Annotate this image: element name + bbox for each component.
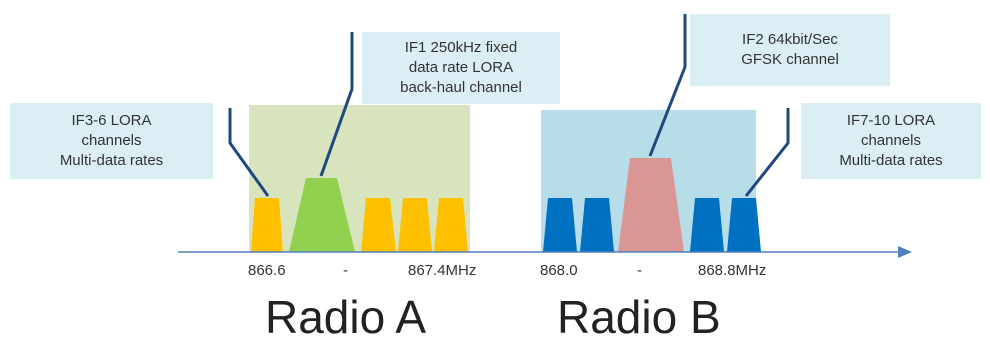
leader-line-if3-6: [228, 108, 270, 197]
freq-label-b-dash: -: [637, 262, 642, 279]
callout-if3-6: IF3-6 LORA channels Multi-data rates: [10, 103, 213, 179]
frequency-axis-arrowhead: [898, 246, 912, 258]
leader-line-if2: [648, 14, 687, 157]
lora-channel-if5: [398, 198, 432, 252]
lora-channel-if9: [690, 198, 724, 252]
freq-label-b-end: 868.8MHz: [698, 262, 767, 279]
lora-channel-if8: [580, 198, 614, 252]
lora-channel-if6: [434, 198, 468, 252]
lora-channel-if3: [251, 198, 283, 252]
callout-if7-10-line2: channels: [860, 132, 922, 149]
callout-if7-10: IF7-10 LORA channels Multi-data rates: [801, 103, 981, 179]
leader-line-if1: [319, 32, 354, 177]
freq-label-a-end: 867.4MHz: [408, 262, 477, 279]
callout-if1-line2: data rate LORA: [408, 59, 514, 76]
callout-if3-6-line1: IF3-6 LORA: [71, 112, 152, 129]
callout-if3-6-line2: channels: [81, 132, 142, 149]
callout-if2: IF2 64kbit/Sec GFSK channel: [690, 14, 890, 86]
backhaul-channel-if1: [289, 178, 355, 252]
lora-channel-if10: [727, 198, 761, 252]
callout-if2-line2: GFSK channel: [741, 51, 839, 68]
freq-label-b-start: 868.0: [540, 262, 578, 279]
callout-if2-line1: IF2 64kbit/Sec: [742, 31, 838, 48]
gfsk-channel-if2: [618, 158, 684, 252]
freq-label-a-start: 866.6: [248, 262, 286, 279]
callout-if1-line1: IF1 250kHz fixed: [404, 39, 518, 56]
callout-if3-6-line3: Multi-data rates: [59, 152, 164, 169]
radio-a-label: Radio A: [265, 291, 427, 343]
leader-line-if7-10: [744, 108, 790, 197]
callout-if1: IF1 250kHz fixed data rate LORA back-hau…: [362, 32, 560, 104]
radio-b-label: Radio B: [557, 291, 721, 343]
freq-label-a-dash: -: [343, 262, 348, 279]
callout-if7-10-line1: IF7-10 LORA: [846, 112, 936, 129]
lora-channel-if4: [361, 198, 396, 252]
radio-a-band: [249, 105, 470, 252]
callout-if7-10-line3: Multi-data rates: [839, 152, 943, 169]
callout-if1-line3: back-haul channel: [400, 79, 522, 96]
lora-channel-if7: [543, 198, 577, 252]
